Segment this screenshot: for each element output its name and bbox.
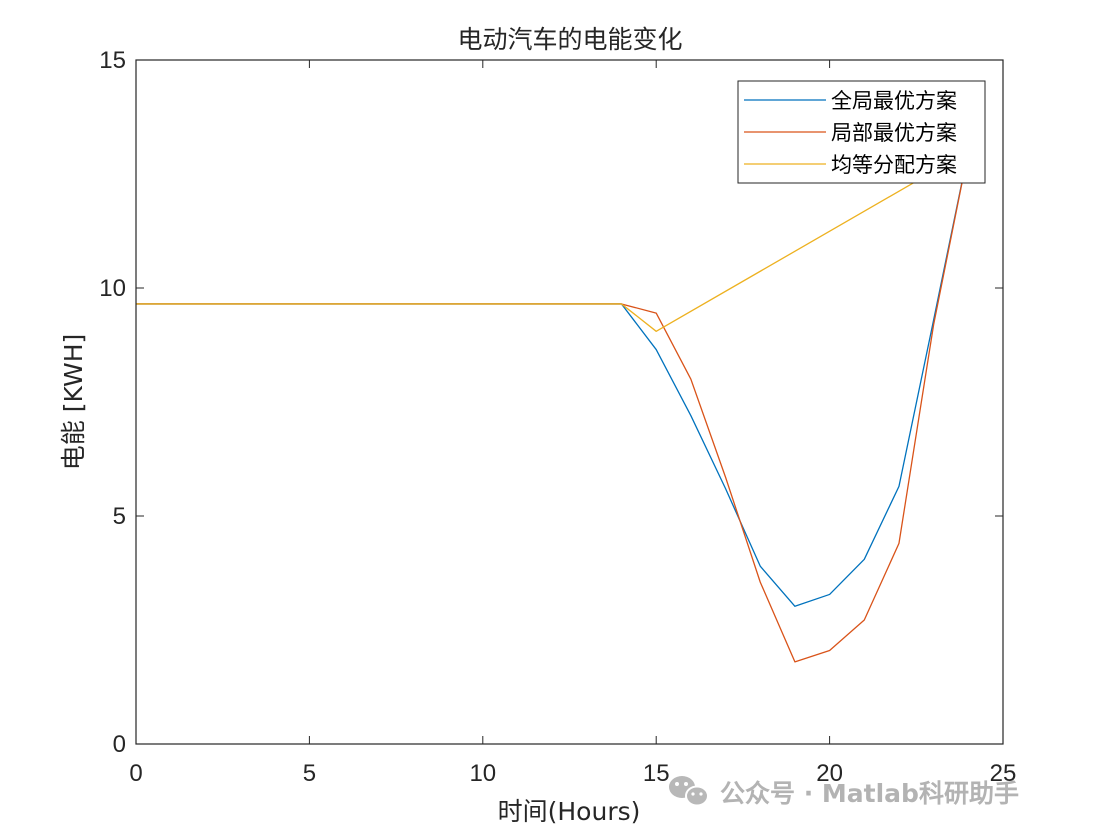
series-layer bbox=[136, 150, 969, 663]
wechat-icon bbox=[669, 776, 709, 807]
watermark-text: 公众号 · Matlab科研助手 bbox=[720, 779, 1019, 808]
x-tick-label: 5 bbox=[303, 760, 316, 787]
ticks-layer: 0 5 10 15 20 25 0 5 10 15 bbox=[99, 47, 1016, 787]
x-tick-label: 10 bbox=[469, 760, 496, 787]
x-axis-label: 时间(Hours) bbox=[498, 797, 641, 826]
legend-label-global: 全局最优方案 bbox=[831, 89, 957, 113]
legend-label-equal: 均等分配方案 bbox=[831, 153, 957, 177]
series-line-0 bbox=[136, 151, 969, 607]
axes-box bbox=[135, 59, 1004, 745]
watermark: 公众号 · Matlab科研助手 bbox=[669, 776, 1019, 808]
y-tick-label: 5 bbox=[113, 503, 126, 530]
chart-title: 电动汽车的电能变化 bbox=[457, 25, 682, 54]
y-tick-label: 0 bbox=[113, 731, 126, 758]
y-tick-label: 10 bbox=[99, 275, 126, 302]
x-tick-label: 25 bbox=[990, 760, 1017, 787]
legend-label-local: 局部最优方案 bbox=[831, 121, 957, 145]
series-line-2 bbox=[136, 150, 969, 332]
x-tick-label: 0 bbox=[129, 760, 142, 787]
x-tick-label: 20 bbox=[816, 760, 843, 787]
x-tick-label: 15 bbox=[643, 760, 670, 787]
y-axis-label: 电能 [KWH] bbox=[59, 334, 88, 470]
series-line-1 bbox=[136, 151, 969, 663]
legend: 全局最优方案 局部最优方案 均等分配方案 bbox=[737, 80, 986, 184]
y-tick-label: 15 bbox=[99, 47, 126, 74]
